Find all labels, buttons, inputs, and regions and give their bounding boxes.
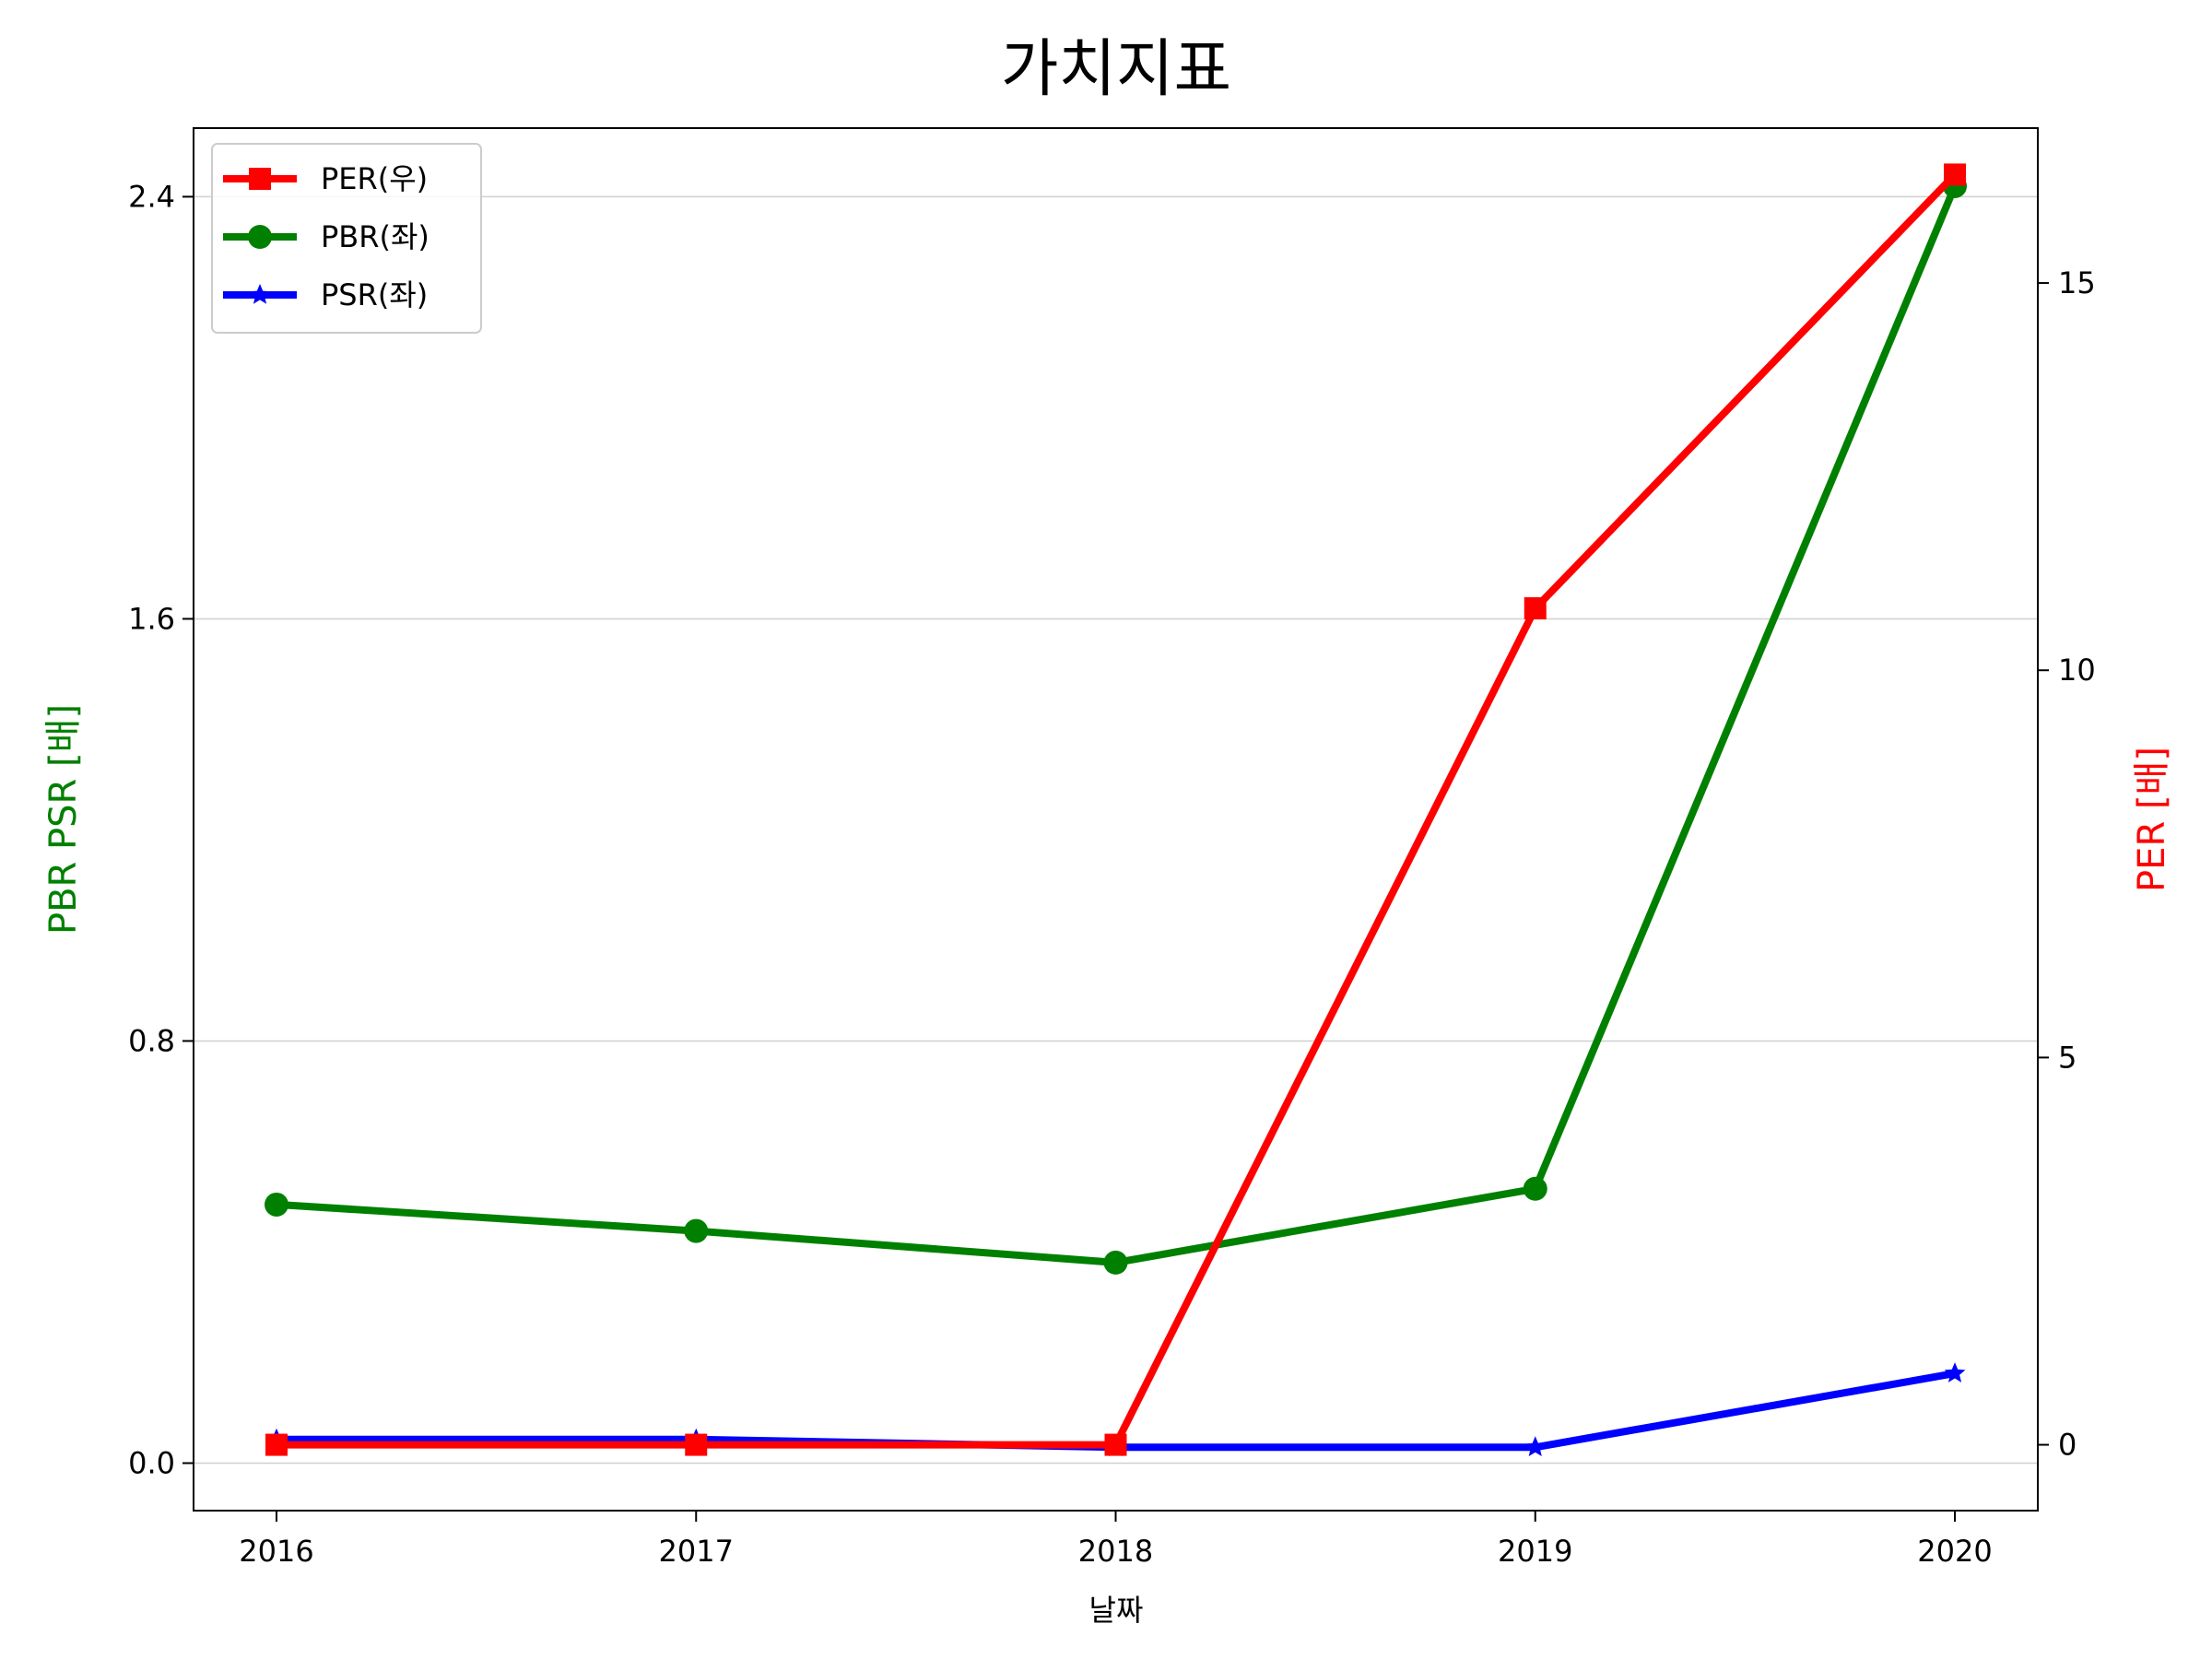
chart-title: 가치지표 [1001, 33, 1231, 106]
data-point-psr [1944, 1362, 1966, 1382]
legend-marker [249, 284, 271, 304]
legend-item-pbr: PBR(좌) [223, 219, 429, 254]
right-tick-label: 10 [2058, 653, 2096, 688]
data-point-psr [1524, 1436, 1547, 1456]
x-tick-label: 2019 [1498, 1534, 1572, 1569]
axis-ticks: 0.0 0.8 1.6 2.4 0 5 10 15 2016 2017 2018 2019 2020 [128, 179, 2096, 1569]
left-tick-label: 0.0 [128, 1445, 175, 1480]
legend-marker [248, 225, 272, 249]
data-point-pbr [684, 1218, 709, 1243]
data-point-per [685, 1433, 708, 1456]
x-tick-label: 2018 [1078, 1534, 1153, 1569]
data-point-per [265, 1433, 288, 1456]
legend-label: PBR(좌) [321, 219, 429, 254]
left-tick-label: 0.8 [128, 1023, 175, 1058]
x-tick-label: 2016 [239, 1534, 313, 1569]
legend: PER(우) PBR(좌) PSR(좌) [211, 143, 482, 334]
data-point-pbr [1103, 1250, 1128, 1275]
series-per [265, 163, 1966, 1456]
right-tick-label: 0 [2058, 1428, 2077, 1463]
legend-item-psr: PSR(좌) [223, 277, 428, 312]
legend-marker [249, 168, 271, 190]
x-axis-label: 날짜 [1089, 1593, 1144, 1628]
data-point-pbr [1523, 1176, 1547, 1201]
series-pbr [265, 173, 1967, 1275]
data-point-pbr [265, 1192, 288, 1217]
x-tick-label: 2020 [1917, 1534, 1992, 1569]
right-tick-label: 15 [2058, 265, 2096, 300]
gridlines [194, 195, 2038, 1465]
legend-box [211, 143, 482, 334]
data-point-per [1944, 163, 1966, 186]
data-point-per [1104, 1433, 1127, 1456]
series-layer [265, 163, 1967, 1456]
x-tick-label: 2017 [659, 1534, 734, 1569]
left-tick-label: 1.6 [128, 601, 175, 636]
left-tick-label: 2.4 [128, 179, 175, 214]
right-axis-label: PER [배] [2131, 747, 2173, 892]
right-tick-label: 5 [2058, 1040, 2077, 1075]
left-axis-label: PBR PSR [배] [42, 704, 85, 935]
data-point-per [1524, 597, 1547, 620]
legend-label: PER(우) [321, 161, 428, 196]
legend-label: PSR(좌) [321, 277, 428, 312]
legend-item-per: PER(우) [223, 161, 428, 196]
